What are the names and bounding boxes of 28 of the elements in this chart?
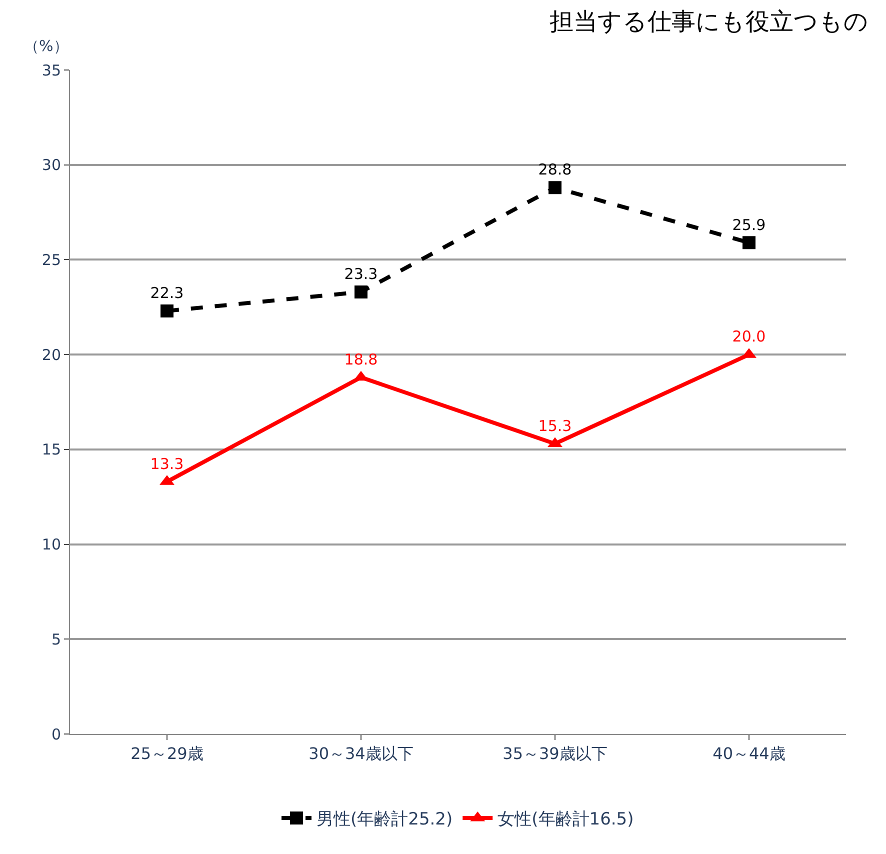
data-label: 22.3 — [150, 284, 184, 302]
data-label: 15.3 — [538, 416, 572, 435]
y-tick-label: 15 — [42, 440, 61, 459]
y-axis-title: （%） — [24, 37, 68, 55]
data-label: 25.9 — [732, 216, 766, 234]
data-label: 23.3 — [344, 265, 378, 284]
data-label: 28.8 — [538, 160, 572, 179]
point — [548, 181, 562, 194]
chart-title: 担当する仕事にも役立つもの — [549, 8, 868, 36]
x-tick-label: 30～34歳以下 — [308, 744, 414, 764]
point — [742, 236, 756, 250]
x-tick-label: 40～44歳 — [712, 744, 786, 764]
point — [160, 304, 174, 318]
legend-label: 男性(年齢計25.2) — [316, 810, 453, 830]
x-tick-label: 25～29歳 — [130, 744, 204, 764]
data-label: 20.0 — [732, 328, 766, 346]
point — [354, 285, 368, 298]
y-tick-label: 35 — [42, 61, 61, 80]
y-tick-label: 0 — [51, 725, 61, 744]
x-tick-label: 35～39歳以下 — [502, 744, 608, 764]
y-tick-label: 5 — [51, 630, 61, 648]
legend-label: 女性(年齢計16.5) — [498, 810, 634, 830]
y-tick-label: 10 — [42, 536, 61, 554]
y-tick-label: 30 — [42, 156, 61, 174]
y-tick-label: 20 — [42, 346, 61, 364]
data-label: 13.3 — [150, 454, 184, 473]
data-label: 18.8 — [344, 350, 378, 368]
y-tick-label: 25 — [42, 250, 61, 269]
